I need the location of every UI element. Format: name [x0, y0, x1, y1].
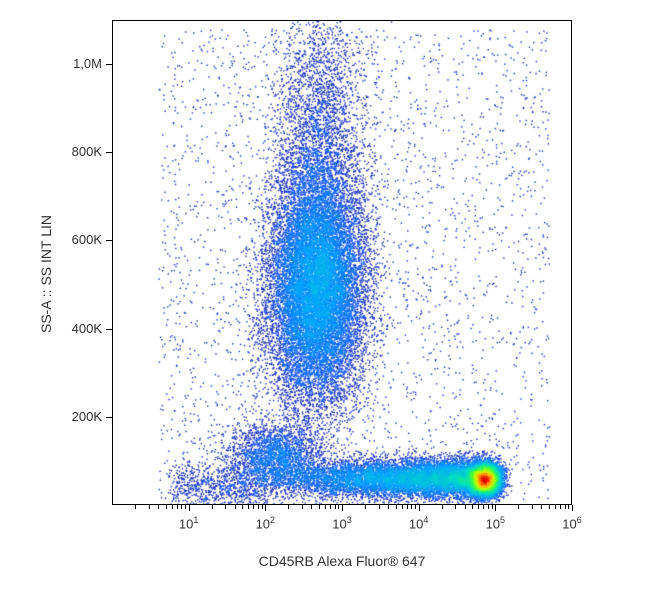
y-tick-label: 400K [56, 321, 102, 336]
y-tick-label: 800K [56, 144, 102, 159]
x-tick-label: 106 [552, 515, 592, 531]
plot-area [112, 20, 572, 505]
x-axis-label: CD45RB Alexa Fluor® 647 [112, 553, 572, 569]
x-tick-label: 104 [399, 515, 439, 531]
y-axis-label: SS-A :: SS INT LIN [38, 214, 54, 332]
x-tick-label: 103 [322, 515, 362, 531]
x-tick-label: 101 [169, 515, 209, 531]
y-tick-label: 200K [56, 409, 102, 424]
x-tick-label: 105 [475, 515, 515, 531]
y-tick-label: 1,0M [56, 56, 102, 71]
x-tick-label: 102 [245, 515, 285, 531]
chart-container: { "chart": { "type": "flow-cytometry-den… [0, 0, 650, 615]
density-canvas [113, 21, 572, 505]
y-tick-label: 600K [56, 232, 102, 247]
